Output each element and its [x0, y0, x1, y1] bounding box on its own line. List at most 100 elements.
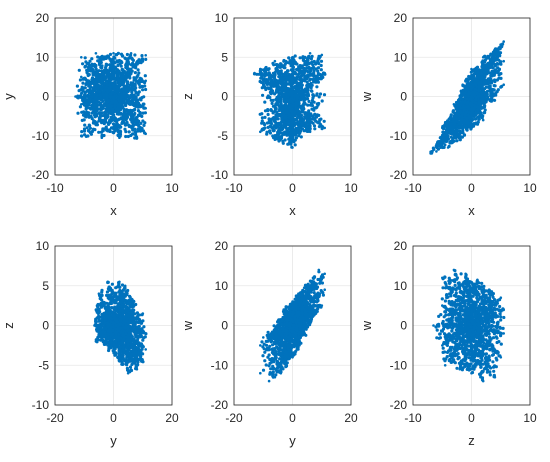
scatter-point: [298, 125, 302, 129]
scatter-point: [291, 91, 295, 95]
scatter-point: [80, 134, 84, 138]
scatter-point: [269, 125, 273, 129]
scatter-point: [133, 53, 137, 57]
scatter-point: [109, 64, 113, 69]
scatter-point: [126, 57, 130, 61]
scatter-point: [294, 93, 298, 98]
scatter-point: [125, 52, 129, 57]
scatter-point: [84, 94, 88, 98]
scatter-point: [144, 87, 148, 92]
scatter-point: [115, 59, 119, 63]
scatter-point: [141, 88, 145, 92]
scatter-point: [289, 103, 293, 107]
scatter-point: [285, 99, 290, 104]
scatter-point: [117, 124, 122, 128]
y-tick-label: 5: [221, 50, 228, 64]
scatter-point: [272, 80, 276, 84]
scatter-point: [464, 97, 468, 101]
scatter-point: [479, 90, 484, 94]
scatter-point: [118, 62, 122, 66]
scatter-point: [310, 66, 314, 70]
scatter-point: [298, 56, 302, 60]
scatter-point: [494, 91, 498, 95]
scatter-point: [88, 69, 92, 73]
scatter-point: [116, 63, 120, 68]
scatter-point: [285, 89, 289, 93]
scatter-point: [85, 98, 89, 102]
scatter-point: [108, 121, 112, 125]
scatter-point: [108, 52, 113, 57]
scatter-point: [100, 104, 104, 108]
scatter-point: [122, 69, 126, 73]
scatter-point: [113, 129, 117, 133]
scatter-point: [441, 145, 445, 150]
scatter-point: [93, 115, 97, 119]
scatter-point: [111, 110, 115, 114]
scatter-point: [77, 94, 81, 99]
scatter-point: [303, 115, 307, 119]
scatter-series: [74, 51, 148, 140]
scatter-point: [97, 130, 101, 134]
x-axis-label: x: [289, 203, 296, 218]
scatter-point: [276, 117, 280, 121]
scatter-point: [305, 126, 309, 130]
scatter-point: [75, 84, 79, 88]
scatter-point: [279, 97, 283, 101]
scatter-point: [140, 54, 144, 58]
scatter-point: [130, 81, 134, 85]
scatter-point: [107, 77, 111, 81]
scatter-point: [291, 124, 295, 128]
scatter-point: [476, 110, 480, 114]
scatter-point: [270, 101, 274, 105]
scatter-point: [313, 127, 317, 131]
scatter-point: [437, 143, 441, 148]
scatter-point: [104, 56, 108, 61]
scatter-point: [463, 94, 467, 98]
scatter-point: [100, 64, 104, 68]
scatter-point: [296, 112, 300, 116]
scatter-point: [78, 78, 82, 82]
scatter-point: [476, 94, 480, 98]
scatter-point: [275, 85, 279, 90]
scatter-point: [80, 103, 83, 106]
scatter-point: [302, 124, 306, 128]
y-tick-label: 10: [36, 50, 50, 64]
scatter-point: [457, 98, 461, 102]
scatter-point: [136, 93, 140, 97]
scatter-point: [306, 94, 310, 98]
scatter-point: [113, 104, 117, 108]
scatter-point: [293, 143, 297, 147]
x-tick-label: 0: [110, 411, 117, 425]
scatter-point: [300, 64, 304, 68]
x-tick-label: 0: [468, 181, 475, 195]
scatter-point: [300, 119, 304, 123]
scatter-point: [319, 117, 323, 121]
x-tick-label: -10: [225, 181, 243, 195]
scatter-point: [270, 84, 274, 88]
scatter-point: [102, 95, 106, 99]
scatter-point: [312, 73, 316, 77]
scatter-point: [108, 88, 112, 92]
scatter-point: [305, 129, 309, 133]
scatter-point: [278, 75, 282, 79]
scatter-point: [473, 90, 477, 94]
scatter-point: [299, 106, 303, 110]
scatter-point: [493, 78, 497, 82]
scatter-point: [100, 69, 104, 73]
scatter-point: [131, 108, 135, 113]
scatter-point: [137, 104, 141, 108]
scatter-point: [490, 91, 494, 95]
scatter-point: [312, 108, 316, 112]
scatter-point: [140, 313, 144, 317]
scatter-point: [136, 109, 140, 113]
scatter-point: [86, 73, 90, 78]
scatter-point: [108, 74, 113, 79]
x-tick-label: 10: [523, 181, 537, 195]
y-tick-label: 5: [42, 279, 49, 293]
scatter-point: [78, 105, 82, 109]
scatter-point: [464, 87, 468, 91]
scatter-point: [111, 61, 115, 65]
scatter-point: [124, 97, 128, 101]
scatter-point: [297, 89, 301, 93]
scatter-point: [483, 54, 487, 58]
